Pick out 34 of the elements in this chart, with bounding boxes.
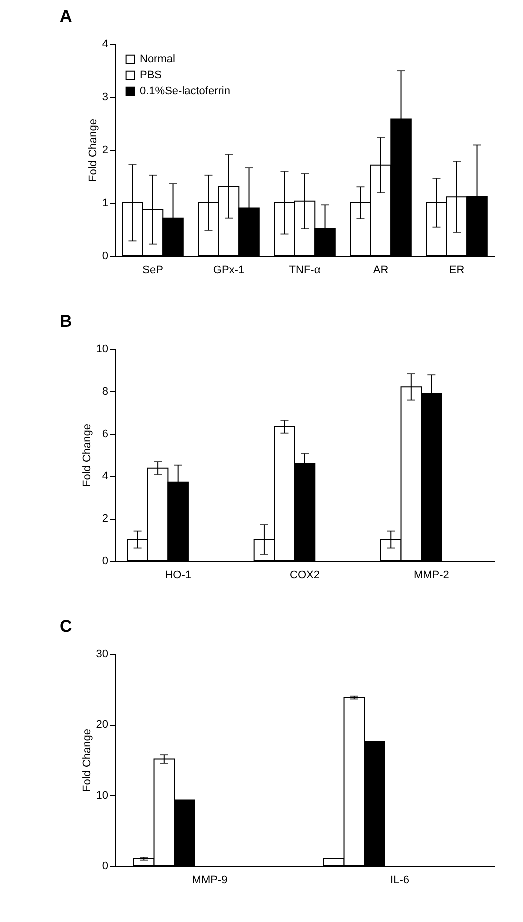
y-tick-label: 8 [102, 386, 108, 398]
legend-label: 0.1%Se-lactoferrin [140, 86, 230, 98]
y-tick-label: 2 [102, 144, 108, 156]
x-tick-label: TNF-α [289, 264, 322, 276]
x-tick-label: IL-6 [390, 874, 410, 886]
x-tick-label: SeP [142, 264, 164, 276]
x-tick-label: HO-1 [165, 570, 192, 582]
y-tick-label: 2 [102, 513, 108, 526]
y-axis-title: Fold Change [81, 729, 94, 792]
y-axis-title: Fold Change [87, 119, 100, 182]
x-tick-label: AR [373, 264, 389, 276]
y-tick-label: 1 [102, 198, 108, 210]
y-tick-label: 10 [96, 344, 108, 356]
y-tick-label: 6 [102, 428, 108, 440]
legend-label: PBS [140, 70, 162, 82]
y-tick-label: 10 [96, 790, 108, 802]
y-tick-label: 30 [96, 648, 108, 660]
x-tick-label: ER [449, 264, 465, 276]
y-tick-label: 0 [102, 556, 108, 568]
y-axis-title: Fold Change [81, 424, 94, 487]
x-tick-label: MMP-2 [414, 570, 450, 582]
legend-label: Normal [140, 54, 176, 66]
y-tick-label: 4 [102, 470, 108, 483]
y-tick-label: 4 [102, 38, 108, 50]
chart-title: A [60, 7, 72, 26]
y-tick-label: 20 [96, 719, 108, 732]
x-tick-label: COX2 [290, 570, 320, 582]
chart-title: B [60, 312, 72, 331]
x-tick-label: GPx-1 [213, 264, 245, 276]
y-tick-label: 0 [102, 860, 108, 872]
y-tick-label: 0 [102, 250, 108, 262]
x-tick-label: MMP-9 [192, 874, 228, 886]
y-tick-label: 3 [102, 92, 108, 104]
chart-title: C [60, 617, 72, 636]
